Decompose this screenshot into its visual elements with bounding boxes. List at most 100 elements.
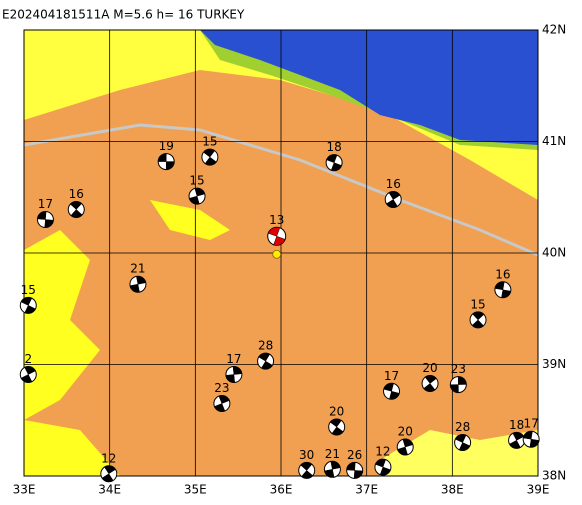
depth-label: 15 — [202, 135, 217, 149]
compressional-lobe — [346, 462, 363, 479]
depth-label: 21 — [130, 262, 145, 276]
compressional-lobe — [324, 461, 341, 478]
focal-mechanism: 20 — [328, 404, 346, 436]
compressional-lobe — [326, 154, 342, 171]
depth-label: 2 — [24, 352, 32, 366]
compressional-lobe — [69, 201, 83, 218]
depth-label: 13 — [269, 213, 284, 227]
compressional-lobe — [471, 311, 485, 329]
compressional-lobe — [383, 383, 400, 400]
depth-label: 20 — [329, 404, 344, 418]
depth-label: 15 — [21, 283, 36, 297]
compressional-lobe — [522, 430, 540, 448]
compressional-lobe — [157, 153, 175, 170]
depth-label: 12 — [101, 451, 116, 465]
focal-mechanism: 16 — [67, 187, 85, 219]
focal-mechanism: 18 — [508, 418, 526, 449]
compressional-lobe — [101, 465, 116, 483]
compressional-lobe — [375, 458, 391, 476]
focal-mechanism: 20 — [396, 425, 414, 456]
compressional-lobe — [20, 366, 36, 383]
focal-mechanism: 15 — [188, 174, 206, 205]
compressional-lobe — [189, 187, 206, 205]
depth-label: 30 — [299, 448, 314, 462]
depth-label: 23 — [451, 362, 466, 376]
focal-mechanism: 12 — [100, 451, 118, 483]
y-tick-label: 40N — [542, 246, 566, 260]
depth-label: 21 — [325, 447, 340, 461]
focal-mechanism: 26 — [346, 448, 364, 479]
depth-label: 15 — [470, 297, 485, 311]
compressional-lobe — [214, 395, 230, 412]
compressional-lobe — [300, 462, 314, 479]
depth-label: 23 — [214, 381, 229, 395]
focal-mechanism: 2 — [19, 352, 37, 384]
compressional-lobe — [455, 434, 471, 451]
compressional-lobe — [37, 211, 54, 228]
focal-mechanism: 18 — [325, 140, 343, 172]
depth-label: 28 — [258, 339, 273, 353]
focal-mechanism: 17 — [36, 197, 54, 229]
focal-mechanism: 12 — [374, 445, 392, 476]
x-tick-label: 33E — [13, 483, 36, 497]
focal-mechanism: 17 — [383, 369, 401, 400]
focal-mechanism: 16 — [494, 267, 512, 299]
depth-label: 16 — [69, 187, 84, 201]
depth-label: 19 — [159, 139, 174, 153]
focal-mechanism: 28 — [257, 339, 275, 370]
depth-label: 26 — [347, 448, 362, 462]
y-tick-label: 42N — [542, 23, 566, 37]
depth-label: 17 — [38, 197, 53, 211]
map-title: E202404181511A M=5.6 h= 16 TURKEY — [2, 8, 245, 22]
compressional-lobe — [329, 418, 344, 436]
x-tick-label: 38E — [441, 483, 464, 497]
compressional-lobe — [450, 376, 467, 393]
depth-label: 18 — [326, 140, 341, 154]
depth-label: 12 — [375, 445, 390, 459]
depth-label: 20 — [422, 361, 437, 375]
depth-label: 17 — [226, 352, 241, 366]
epicenter — [272, 249, 282, 259]
compressional-lobe — [423, 375, 437, 392]
focal-mechanism: 13 — [267, 213, 287, 246]
compressional-lobe — [225, 366, 243, 383]
depth-label: 20 — [398, 425, 413, 439]
compressional-lobe — [397, 438, 414, 456]
depth-label: 16 — [495, 267, 510, 281]
compressional-lobe — [386, 191, 401, 208]
focal-mechanism: 15 — [19, 283, 37, 314]
depth-label: 17 — [384, 369, 399, 383]
focal-mechanism: 15 — [469, 297, 487, 329]
focal-mechanism: 30 — [298, 448, 316, 479]
compressional-lobe — [258, 352, 273, 370]
focal-mechanism: 19 — [157, 139, 175, 171]
y-tick-label: 38N — [542, 469, 566, 483]
depth-label: 17 — [524, 417, 539, 431]
compressional-lobe — [203, 148, 217, 166]
events: 19 15 15 18 16 17 16 21 15 2 16 15 17 28 23 17 20 23 20 20 1… — [19, 135, 540, 483]
depth-label: 28 — [455, 420, 470, 434]
focal-mechanism: 23 — [449, 362, 467, 394]
compressional-lobe — [20, 297, 36, 314]
focal-mechanism: 15 — [201, 135, 219, 166]
y-tick-label: 41N — [542, 134, 566, 148]
x-tick-label: 36E — [270, 483, 293, 497]
compressional-lobe — [129, 275, 147, 293]
x-tick-label: 34E — [98, 483, 121, 497]
focal-mechanism: 17 — [225, 352, 243, 384]
focal-mechanism: 21 — [129, 262, 147, 293]
focal-mechanism: 28 — [454, 420, 472, 452]
focal-mechanism: 17 — [522, 417, 540, 448]
focal-mechanism: 23 — [213, 381, 231, 413]
focal-mechanism: 20 — [421, 361, 439, 392]
compressional-lobe — [267, 227, 286, 246]
depth-label: 16 — [386, 177, 401, 191]
focal-mechanism: 21 — [323, 447, 341, 478]
y-tick-label: 39N — [542, 357, 566, 371]
focal-mechanism: 16 — [384, 177, 402, 208]
x-tick-label: 39E — [527, 483, 550, 497]
compressional-lobe — [494, 281, 512, 299]
x-tick-label: 37E — [355, 483, 378, 497]
depth-label: 15 — [189, 174, 204, 188]
